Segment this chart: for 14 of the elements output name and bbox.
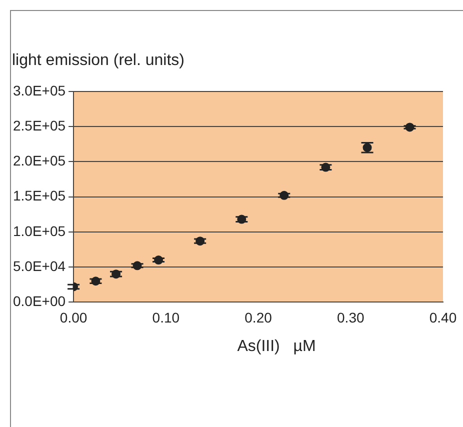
x-tick-label: 0.30	[337, 309, 364, 326]
y-tick-label: 3.0E+05	[12, 82, 66, 98]
y-tick-label: 5.0E+04	[12, 258, 66, 274]
y-tick-label: 2.5E+05	[12, 117, 66, 134]
y-axis-title: light emission (rel. units)	[12, 52, 184, 70]
x-tick-label: 0.10	[152, 309, 180, 326]
x-tick-label: 0.00	[60, 309, 88, 326]
x-tick-label: 0.40	[429, 309, 457, 326]
x-tick-label: 0.20	[244, 309, 272, 326]
y-tick-label: 0.0E+00	[12, 293, 66, 310]
y-tick-label: 2.0E+05	[12, 152, 66, 169]
x-axis-title: As(III) µM	[236, 338, 317, 356]
y-tick-label: 1.5E+05	[12, 188, 66, 204]
y-tick-label: 1.0E+05	[12, 222, 66, 239]
